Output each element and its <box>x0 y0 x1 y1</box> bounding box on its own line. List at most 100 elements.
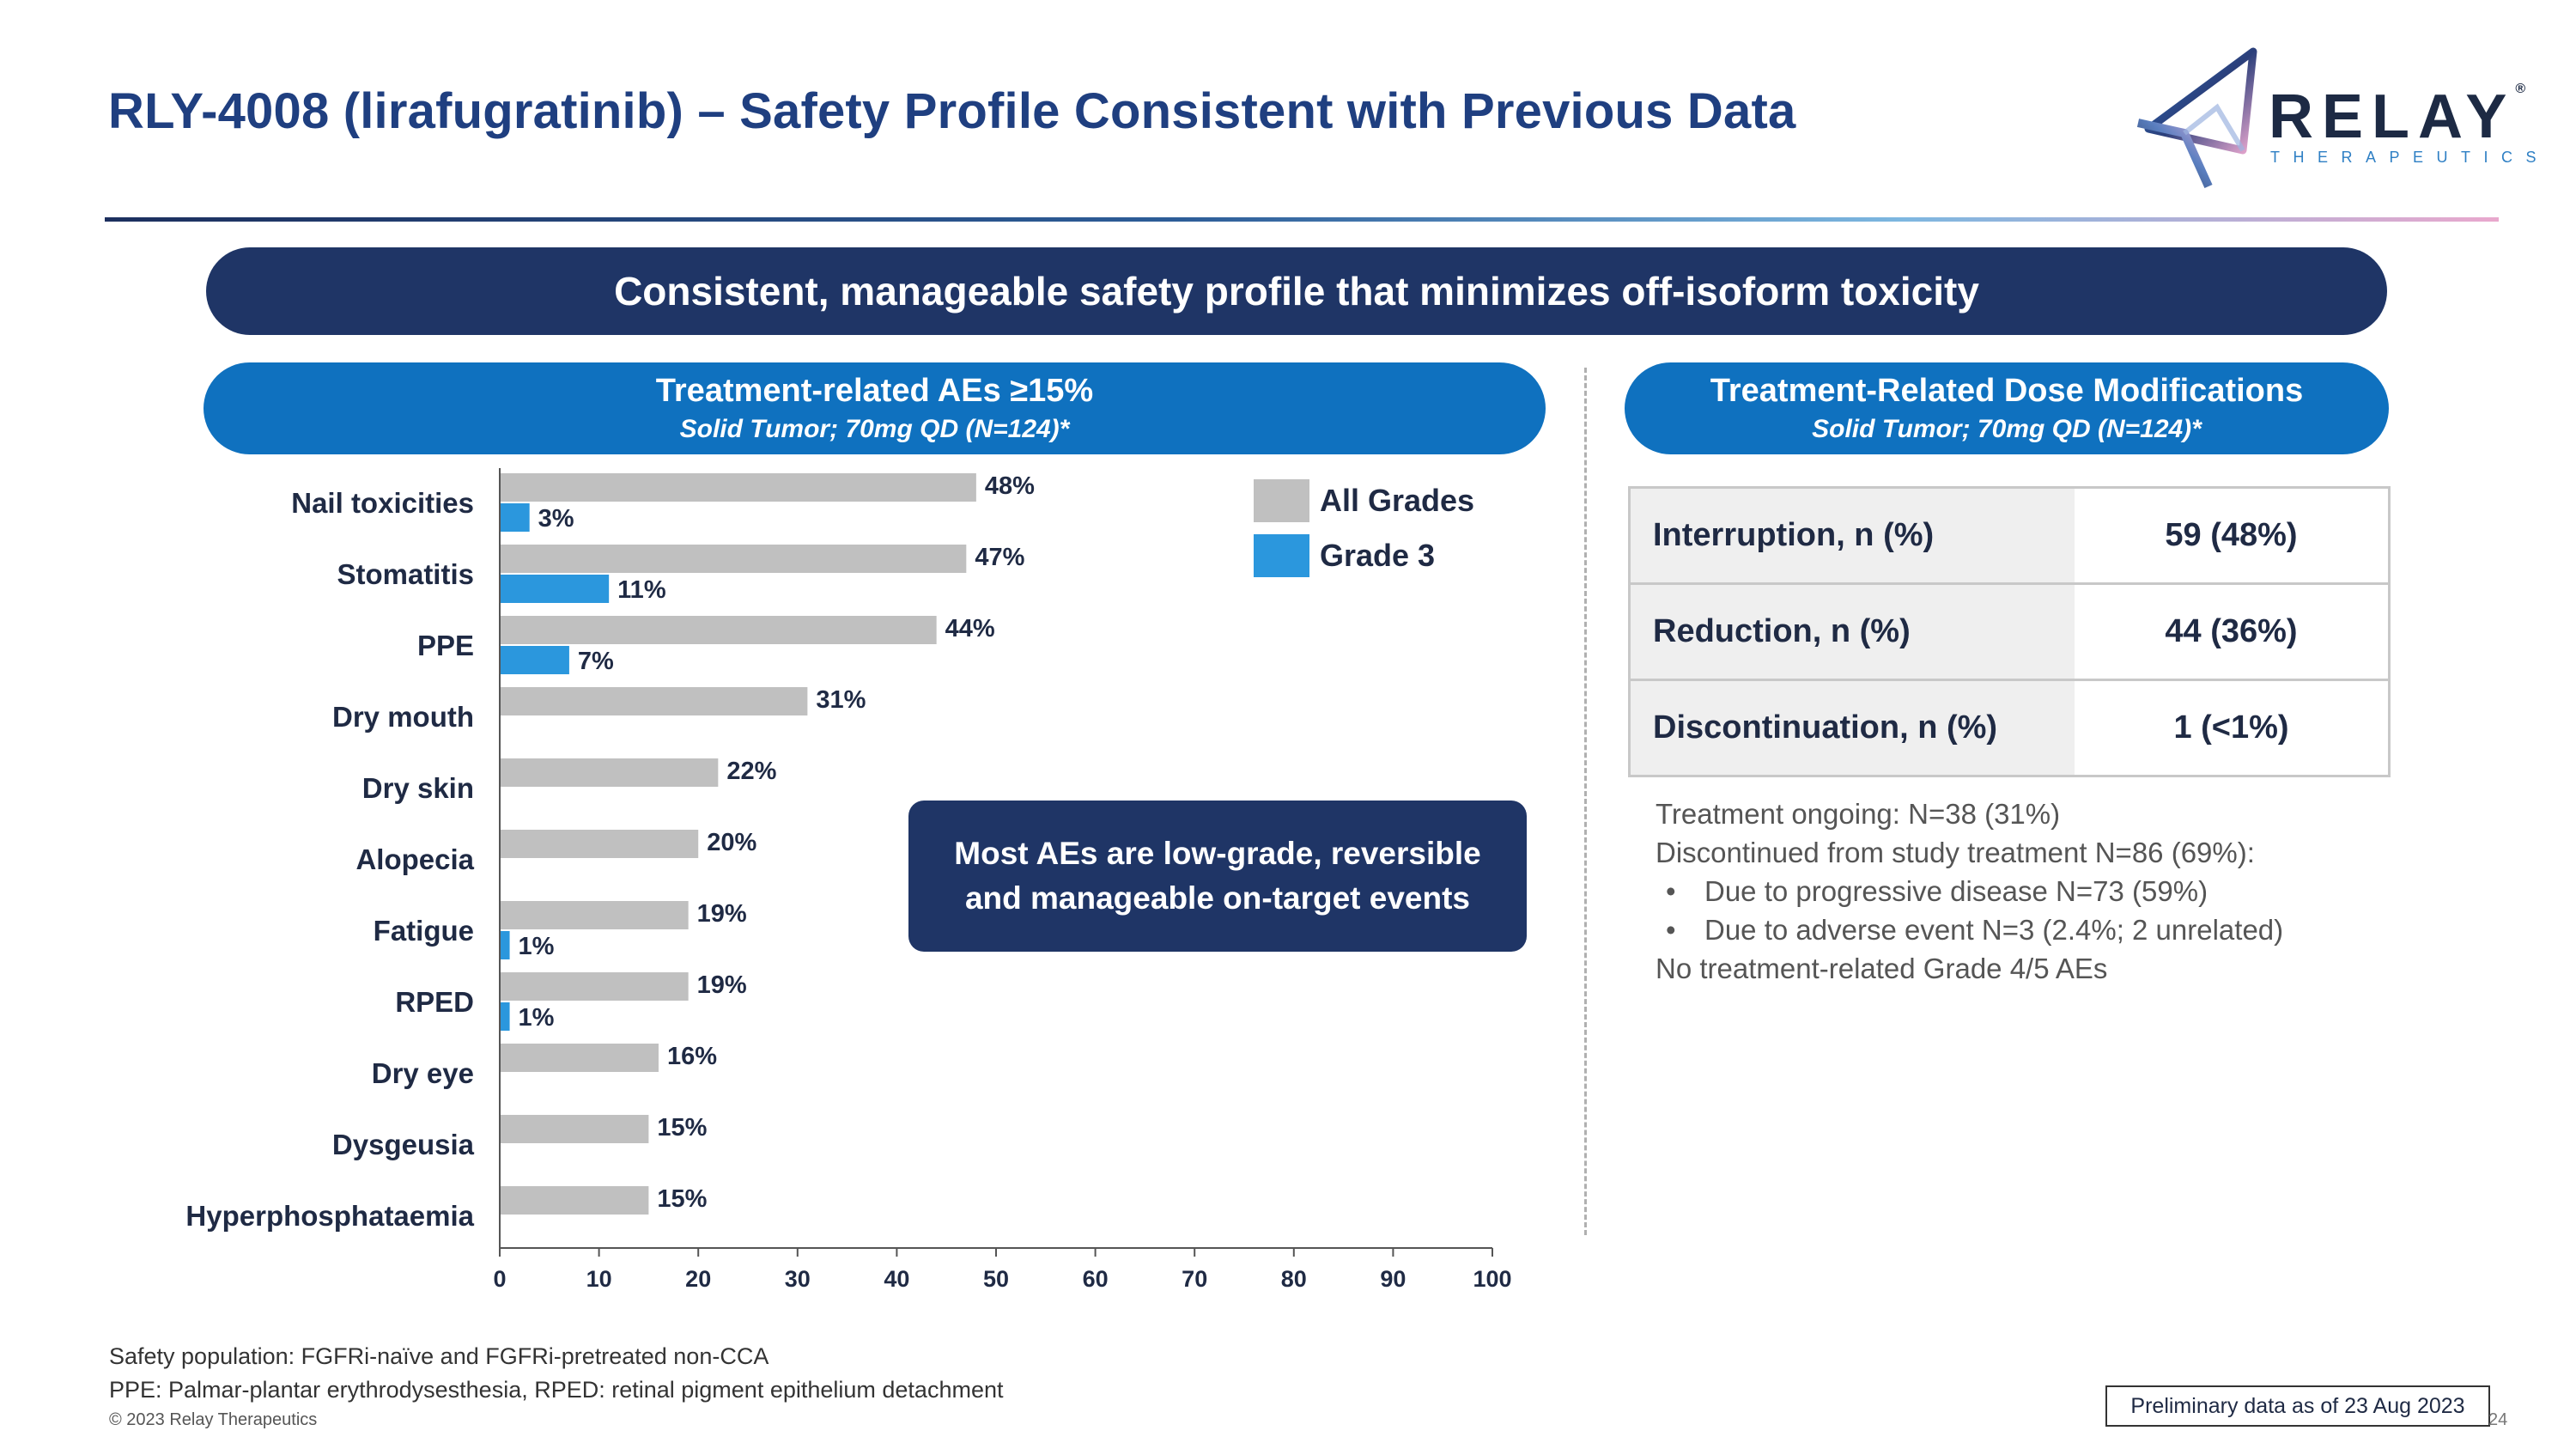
value-label-grade-3: 7% <box>578 648 614 675</box>
footnotes: Safety population: FGFRi-naïve and FGFRi… <box>109 1340 1004 1407</box>
category-label: Hyperphosphataemia <box>185 1200 474 1232</box>
bar-all-grades <box>500 473 976 502</box>
bar-all-grades <box>500 758 719 787</box>
bar-all-grades <box>500 901 689 929</box>
x-tick-label: 50 <box>983 1266 1009 1292</box>
relay-logo-mark-icon <box>2136 47 2257 189</box>
x-tick-label: 10 <box>586 1266 612 1292</box>
value-label-all-grades: 20% <box>707 829 756 856</box>
x-tick-label: 60 <box>1083 1266 1109 1292</box>
page-number: 24 <box>2488 1410 2508 1429</box>
note-ongoing: Treatment ongoing: N=38 (31%) <box>1656 798 2061 830</box>
x-tick-label: 70 <box>1182 1266 1207 1292</box>
ae-panel-header: Treatment-related AEs ≥15% Solid Tumor; … <box>204 362 1546 454</box>
bar-all-grades <box>500 1115 649 1143</box>
value-label-all-grades: 19% <box>697 971 747 999</box>
dose-panel-header: Treatment-Related Dose Modifications Sol… <box>1625 362 2389 454</box>
value-label-all-grades: 19% <box>697 900 747 928</box>
x-tick-label: 20 <box>685 1266 711 1292</box>
note-bullet: • Due to adverse event N=3 (2.4%; 2 unrel… <box>1656 910 2283 949</box>
category-label: Alopecia <box>355 843 474 875</box>
footnote: PPE: Palmar-plantar erythrodysesthesia, … <box>109 1377 1004 1403</box>
x-tick-label: 100 <box>1473 1266 1511 1292</box>
bullet-icon: • <box>1666 875 1676 907</box>
category-label: Nail toxicities <box>291 487 474 519</box>
legend-label: All Grades <box>1320 483 1474 518</box>
value-label-all-grades: 16% <box>667 1043 717 1070</box>
value-label-all-grades: 44% <box>945 615 995 642</box>
table-row: Interruption, n (%) 59 (48%) <box>1629 487 2390 584</box>
company-logo: RELAY® THERAPEUTICS <box>2133 47 2537 193</box>
value-label-grade-3: 11% <box>617 576 666 604</box>
dose-mod-label: Interruption, n (%) <box>1629 487 2075 584</box>
bar-all-grades <box>500 972 689 1001</box>
x-tick-label: 80 <box>1281 1266 1307 1292</box>
ae-panel-subtitle: Solid Tumor; 70mg QD (N=124)* <box>679 415 1070 443</box>
bar-grade-3 <box>500 931 510 959</box>
legend-swatch <box>1254 534 1309 577</box>
value-label-all-grades: 15% <box>657 1185 707 1213</box>
callout-line-2: and manageable on-target events <box>964 880 1471 916</box>
bar-grade-3 <box>500 503 530 532</box>
callout-line-1: Most AEs are low-grade, reversible <box>954 836 1481 871</box>
dose-modifications-table: Interruption, n (%) 59 (48%) Reduction, … <box>1628 486 2391 777</box>
ae-bar-chart: Nail toxicities 48% 3% Stomatitis 47% 11% PPE 4… <box>185 468 1512 1292</box>
logo-wordmark: RELAY® <box>2269 82 2526 151</box>
value-label-all-grades: 31% <box>816 686 866 714</box>
bar-grade-3 <box>500 575 610 603</box>
bar-all-grades <box>500 616 937 644</box>
page-title: RLY-4008 (lirafugratinib) – Safety Profi… <box>108 83 1796 139</box>
bar-grade-3 <box>500 1002 510 1031</box>
x-tick-label: 90 <box>1380 1266 1406 1292</box>
preliminary-data-note: Preliminary data as of 23 Aug 2023 <box>2105 1385 2490 1427</box>
note-discontinued: Discontinued from study treatment N=86 (… <box>1656 837 2255 868</box>
x-tick-label: 30 <box>785 1266 811 1292</box>
bar-all-grades <box>500 545 967 573</box>
callout-box: Most AEs are low-grade, reversible and m… <box>908 801 1527 952</box>
key-message-banner: Consistent, manageable safety profile th… <box>206 247 2387 335</box>
category-label: Dry mouth <box>332 701 474 733</box>
value-label-all-grades: 47% <box>975 544 1024 571</box>
value-label-all-grades: 15% <box>657 1114 707 1142</box>
copyright: © 2023 Relay Therapeutics <box>109 1410 318 1429</box>
table-row: Discontinuation, n (%) 1 (<1%) <box>1629 679 2390 776</box>
ae-panel-title: Treatment-related AEs ≥15% <box>655 373 1094 409</box>
value-label-grade-3: 1% <box>519 1004 555 1032</box>
value-label-grade-3: 3% <box>538 505 574 533</box>
category-label: PPE <box>417 630 474 661</box>
dose-panel-subtitle: Solid Tumor; 70mg QD (N=124)* <box>1812 415 2202 443</box>
bar-all-grades <box>500 830 699 858</box>
bar-all-grades <box>500 1186 649 1215</box>
category-label: Dry skin <box>362 772 474 804</box>
x-tick-label: 0 <box>493 1266 506 1292</box>
dose-panel-title: Treatment-Related Dose Modifications <box>1710 373 2304 409</box>
value-label-all-grades: 48% <box>985 472 1035 500</box>
category-label: Fatigue <box>374 915 474 947</box>
dose-mod-value: 1 (<1%) <box>2075 679 2390 776</box>
panel-divider <box>1584 368 1587 1235</box>
dose-mod-label: Discontinuation, n (%) <box>1629 679 2075 776</box>
dose-mod-label: Reduction, n (%) <box>1629 582 2075 680</box>
bar-all-grades <box>500 1044 659 1072</box>
bar-all-grades <box>500 687 808 715</box>
legend-swatch <box>1254 479 1309 522</box>
dose-mod-value: 44 (36%) <box>2075 582 2390 680</box>
category-label: Dry eye <box>372 1057 474 1089</box>
category-label: Dysgeusia <box>332 1129 475 1160</box>
dose-mod-value: 59 (48%) <box>2075 487 2390 584</box>
treatment-notes: Treatment ongoing: N=38 (31%) Discontinu… <box>1656 795 2283 988</box>
bar-grade-3 <box>500 646 569 674</box>
legend-label: Grade 3 <box>1320 538 1435 573</box>
footnote: Safety population: FGFRi-naïve and FGFRi… <box>109 1343 769 1369</box>
bullet-icon: • <box>1666 914 1676 946</box>
logo-subtitle: THERAPEUTICS <box>2270 149 2550 166</box>
x-tick-label: 40 <box>884 1266 909 1292</box>
title-divider <box>105 217 2499 222</box>
category-label: Stomatitis <box>337 558 474 590</box>
value-label-all-grades: 22% <box>726 758 776 785</box>
value-label-grade-3: 1% <box>519 933 555 960</box>
table-row: Reduction, n (%) 44 (36%) <box>1629 582 2390 680</box>
note-bullet: • Due to progressive disease N=73 (59%) <box>1656 872 2283 910</box>
category-label: RPED <box>395 986 474 1018</box>
note-no-grade45: No treatment-related Grade 4/5 AEs <box>1656 953 2108 984</box>
